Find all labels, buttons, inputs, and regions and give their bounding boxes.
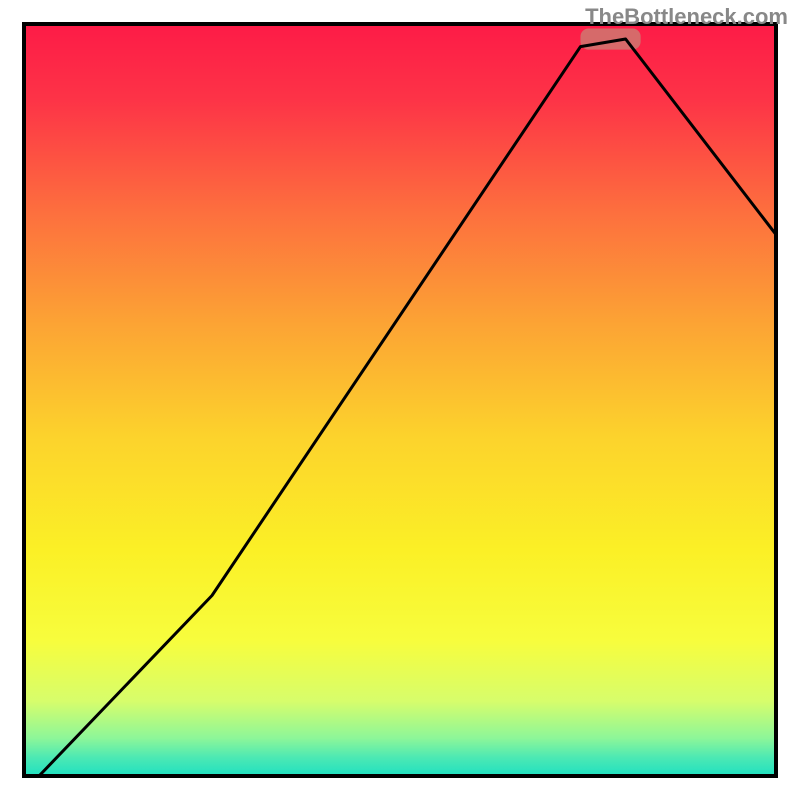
chart-svg bbox=[0, 0, 800, 800]
bottleneck-chart: TheBottleneck.com bbox=[0, 0, 800, 800]
watermark-text: TheBottleneck.com bbox=[585, 4, 788, 30]
plot-background bbox=[24, 24, 776, 776]
